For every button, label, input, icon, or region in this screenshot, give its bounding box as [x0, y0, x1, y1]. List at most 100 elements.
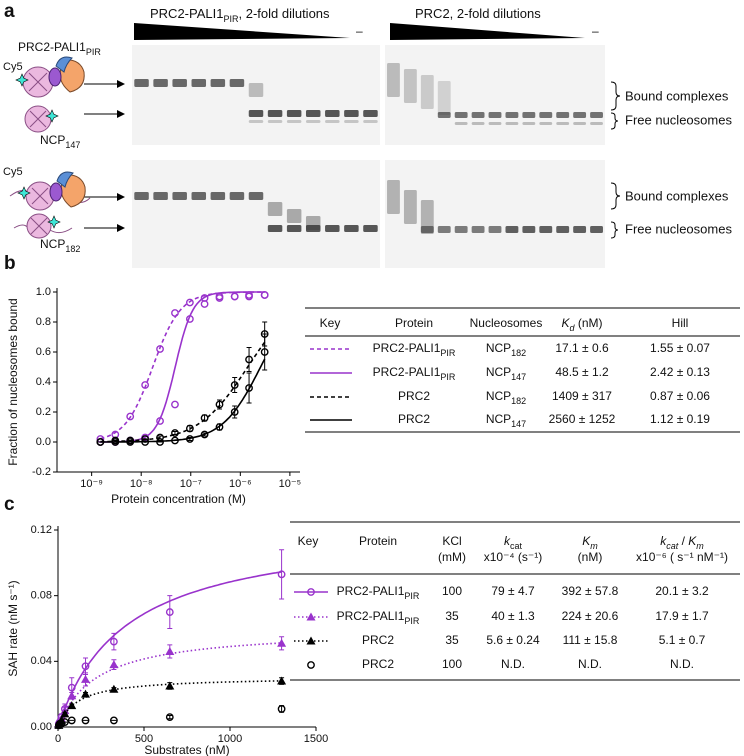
gel-band [471, 112, 485, 118]
key-marker [307, 661, 315, 669]
text-segment: PIR [404, 616, 420, 626]
text-segment: 35 [445, 609, 459, 623]
label: PRC2-PALI1PIR [337, 584, 420, 601]
text-segment: PRC2-PALI1 [18, 40, 86, 54]
panel-label: a [4, 1, 15, 22]
label: 1.55 ± 0.07 [650, 341, 710, 355]
gel-band [267, 110, 283, 117]
gel-band [153, 79, 168, 87]
text-segment: PIR [440, 372, 456, 382]
gel-band [454, 112, 468, 118]
data-point [200, 414, 209, 422]
label: 100 [442, 657, 462, 671]
data-point [171, 309, 179, 317]
data-point [111, 438, 120, 446]
gel-band [344, 225, 359, 232]
data-point [156, 345, 164, 353]
gel-band [522, 112, 536, 118]
data-point [110, 716, 118, 725]
gel-band [325, 110, 340, 117]
text-segment: 2560 ± 1252 [549, 412, 616, 426]
label: PRC2 [362, 657, 394, 671]
gel-band [573, 122, 587, 125]
no-protein-mark: – [356, 24, 363, 38]
gel-band [471, 122, 485, 125]
label: 48.5 ± 1.2 [555, 365, 609, 379]
label: 40 ± 1.3 [491, 609, 535, 623]
gel-band [539, 112, 553, 118]
x-tick-label: 10⁻⁶ [229, 478, 252, 490]
text-segment: 0.87 ± 0.06 [650, 389, 710, 403]
gel-band [573, 226, 587, 233]
text-segment: PIR [86, 47, 102, 57]
gel-band [488, 112, 502, 118]
gel-title: PRC2, 2-fold dilutions [415, 6, 541, 21]
band-label: Bound complexes [625, 88, 729, 103]
text-segment: Hill [672, 316, 689, 330]
complex-cartoon [9, 171, 91, 211]
label: 17.1 ± 0.6 [555, 341, 609, 355]
data-point [156, 417, 164, 425]
data-point [185, 315, 194, 323]
label: 224 ± 20.6 [562, 609, 619, 623]
label: N.D. [578, 657, 602, 671]
brace [610, 221, 619, 239]
text-segment: m [696, 541, 704, 551]
data-point [200, 300, 209, 308]
data-point [110, 637, 118, 646]
data-point [141, 438, 150, 446]
data-point [126, 438, 135, 446]
gel-band [590, 112, 603, 118]
label: NCP182 [486, 341, 526, 358]
y-axis-label: SAH rate (nM s⁻¹) [6, 580, 20, 676]
text-segment: k [660, 534, 667, 548]
data-point [156, 438, 164, 446]
data-point [215, 400, 224, 409]
text-segment: 17.9 ± 1.7 [655, 609, 709, 623]
label: kcat / Km [660, 534, 704, 551]
gel-band [305, 225, 321, 232]
band-label: Free nucleosomes [625, 112, 732, 127]
label: 79 ± 4.7 [491, 584, 535, 598]
x-tick-label: 10⁻⁷ [180, 478, 202, 490]
fit-curve [100, 341, 266, 443]
label: NCP147 [486, 412, 526, 429]
text-segment: Key [298, 534, 319, 548]
label: PRC2-PALI1PIR [373, 365, 456, 382]
text-segment: PIR [404, 591, 420, 601]
label: 20.1 ± 3.2 [655, 584, 709, 598]
label: x10⁻⁶ ( s⁻¹ nM⁻¹) [636, 550, 728, 564]
panel-label: b [4, 253, 16, 274]
fit-curve [58, 642, 282, 726]
x-axis-label: Protein concentration (M) [111, 492, 246, 506]
text-segment: , 2-fold dilutions [238, 6, 330, 21]
data-point [165, 681, 175, 690]
text-segment: NCP [486, 389, 511, 403]
label: PRC2 [398, 412, 430, 426]
label: (nM) [578, 550, 603, 564]
text-segment: PRC2, 2-fold dilutions [415, 6, 541, 21]
gel-band [505, 112, 519, 118]
gel-band [522, 122, 536, 125]
gel-band [134, 79, 149, 87]
error-bar [167, 715, 173, 720]
label: 35 [445, 633, 459, 647]
label: 392 ± 57.8 [562, 584, 619, 598]
data-point [215, 423, 224, 431]
y-tick-label: 1.0 [36, 286, 51, 298]
fit-curve [100, 291, 265, 443]
label: 17.9 ± 1.7 [655, 609, 709, 623]
gel-band [363, 110, 378, 117]
y-tick-label: 0.0 [36, 436, 51, 448]
text-segment: 147 [65, 140, 80, 150]
y-tick-label: 0.08 [31, 590, 52, 602]
error-bar [202, 432, 208, 437]
error-bar [262, 333, 268, 371]
gel-band [210, 192, 226, 200]
text-segment: 392 ± 57.8 [562, 584, 619, 598]
text-segment: 111 ± 15.8 [563, 633, 618, 647]
gel-band [286, 120, 302, 123]
y-tick-label: 0.4 [36, 376, 51, 388]
label: 5.1 ± 0.7 [659, 633, 706, 647]
data-point [260, 291, 269, 299]
